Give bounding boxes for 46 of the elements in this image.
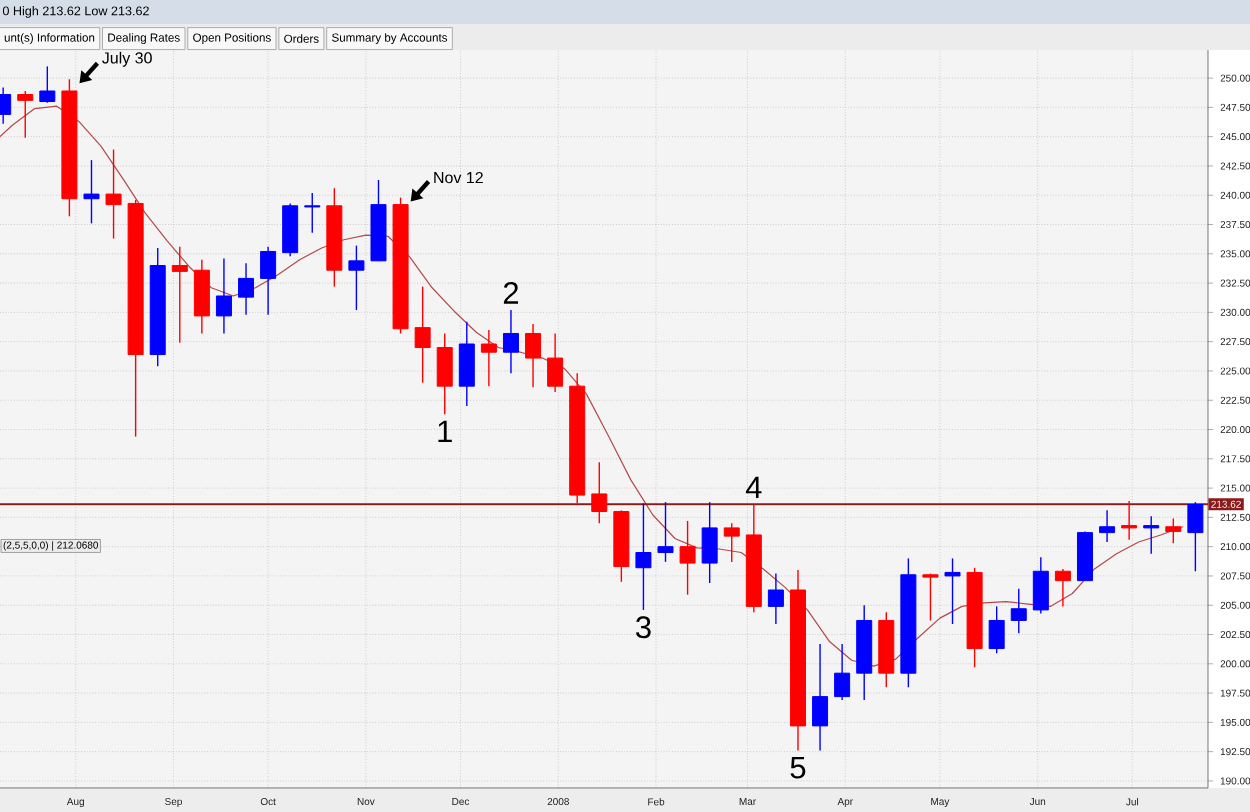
annotation: Nov 12 <box>434 171 483 184</box>
candlestick <box>1032 556 1049 615</box>
candlestick <box>17 90 34 139</box>
candlestick <box>1054 568 1071 608</box>
candlestick <box>282 202 299 257</box>
candlestick <box>304 192 321 234</box>
candlestick <box>83 159 100 225</box>
candlestick <box>260 246 277 316</box>
annotation: 1 <box>438 420 452 443</box>
candlestick <box>105 148 122 240</box>
candlestick <box>215 257 232 335</box>
candlestick <box>922 572 939 622</box>
candlestick <box>547 332 564 393</box>
candlestick <box>701 501 718 584</box>
candlestick <box>1010 588 1027 635</box>
candlestick <box>414 285 431 384</box>
annotation: 4 <box>745 476 762 499</box>
candlestick <box>458 321 475 407</box>
candlestick <box>436 332 453 415</box>
candlestick <box>1165 517 1182 544</box>
candlestick <box>238 262 255 316</box>
candlestick <box>723 522 740 563</box>
candlestick <box>1099 509 1116 543</box>
annotation: July 30 <box>102 51 152 67</box>
candlestick <box>591 461 608 524</box>
candlestick <box>525 323 542 389</box>
candlestick <box>171 246 188 344</box>
candlestick <box>679 520 696 596</box>
candlestick <box>193 258 210 335</box>
candlestick <box>635 502 652 611</box>
candlestick <box>657 501 674 563</box>
candlestick <box>1121 500 1138 541</box>
annotation: 2 <box>503 282 519 304</box>
candlestick <box>502 309 519 374</box>
candlestick <box>812 643 829 752</box>
candlestick <box>348 244 365 311</box>
candlestick <box>39 65 56 104</box>
candlestick <box>944 557 961 625</box>
candlestick <box>834 643 851 701</box>
annotation: 3 <box>636 616 651 639</box>
candlestick <box>1143 515 1160 555</box>
candlestick <box>767 572 784 625</box>
candlestick <box>1187 501 1204 572</box>
candlestick <box>988 605 1005 654</box>
candlestick <box>480 329 497 387</box>
annotation: 5 <box>790 756 806 779</box>
